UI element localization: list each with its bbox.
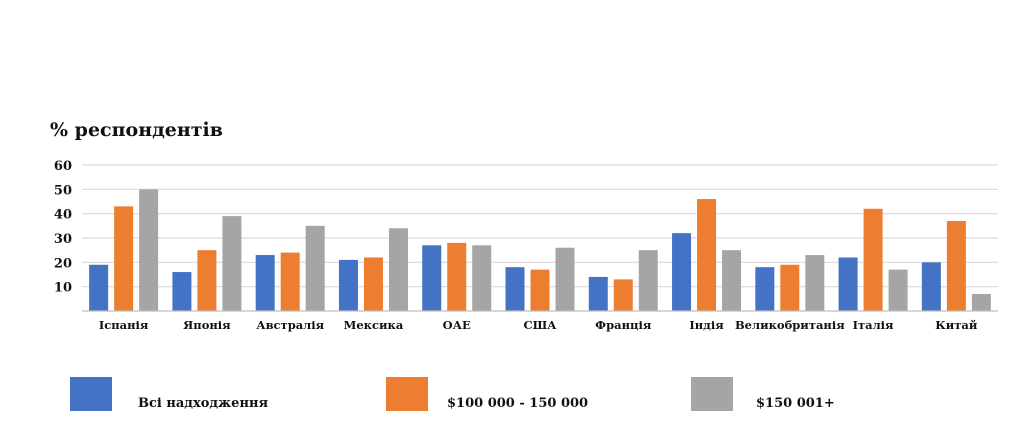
bar — [447, 242, 467, 311]
y-axis-label: % респондентів — [50, 119, 223, 141]
bar — [472, 245, 492, 311]
category-label: Індія — [689, 318, 724, 332]
y-tick-label: 10 — [54, 281, 72, 296]
bar — [505, 267, 525, 311]
category-label: Мексика — [344, 318, 404, 332]
bar — [363, 257, 383, 311]
bar — [638, 250, 658, 311]
legend-swatch — [386, 377, 428, 411]
category-label: ОАЕ — [443, 318, 471, 332]
bar — [722, 250, 742, 311]
y-tick-labels: 10 20 30 40 50 60 — [54, 159, 72, 296]
bar — [338, 259, 358, 311]
y-tick-label: 40 — [54, 208, 72, 223]
bar — [780, 264, 800, 311]
y-tick-label: 50 — [54, 183, 72, 198]
bar — [280, 252, 300, 311]
legend-label: Всі надходження — [138, 396, 268, 411]
category-label: Франція — [595, 318, 652, 332]
legend-swatch — [691, 377, 733, 411]
bar — [222, 216, 242, 311]
legend-label: $100 000 - 150 000 — [447, 396, 588, 411]
gridlines — [82, 164, 998, 288]
category-label: США — [523, 318, 557, 332]
bar — [139, 189, 159, 311]
bar — [888, 269, 908, 311]
y-tick-label: 30 — [54, 232, 72, 247]
bar — [755, 267, 775, 311]
category-labels: Іспанія Японія Австралія Мексика ОАЕ США Франц… — [99, 318, 978, 332]
legend-swatch — [70, 377, 112, 411]
bar — [114, 206, 134, 311]
bar — [946, 220, 966, 311]
bars — [89, 189, 991, 311]
bar — [89, 264, 109, 311]
bar — [613, 279, 633, 311]
bar — [971, 293, 991, 311]
bar — [921, 262, 941, 311]
bar — [805, 255, 825, 311]
bar — [197, 250, 217, 311]
bar — [530, 269, 550, 311]
category-label: Японія — [183, 318, 231, 332]
bar — [588, 276, 608, 311]
bar — [838, 257, 858, 311]
bar — [172, 272, 192, 311]
bar — [422, 245, 442, 311]
bar — [555, 247, 575, 311]
bar — [863, 208, 883, 311]
bar — [697, 199, 717, 311]
legend-label: $150 001+ — [756, 396, 835, 411]
bar — [255, 255, 275, 311]
category-label: Австралія — [256, 318, 324, 332]
legend: Всі надходження $100 000 - 150 000 $150 00… — [70, 377, 835, 411]
bar — [388, 228, 408, 311]
bar — [305, 225, 325, 311]
category-label: Великобританія — [735, 318, 845, 332]
category-label: Китай — [935, 318, 978, 332]
category-label: Італія — [853, 318, 894, 332]
y-tick-label: 20 — [54, 256, 72, 271]
y-tick-label: 60 — [54, 159, 72, 174]
bar — [672, 233, 692, 311]
category-label: Іспанія — [99, 318, 149, 332]
